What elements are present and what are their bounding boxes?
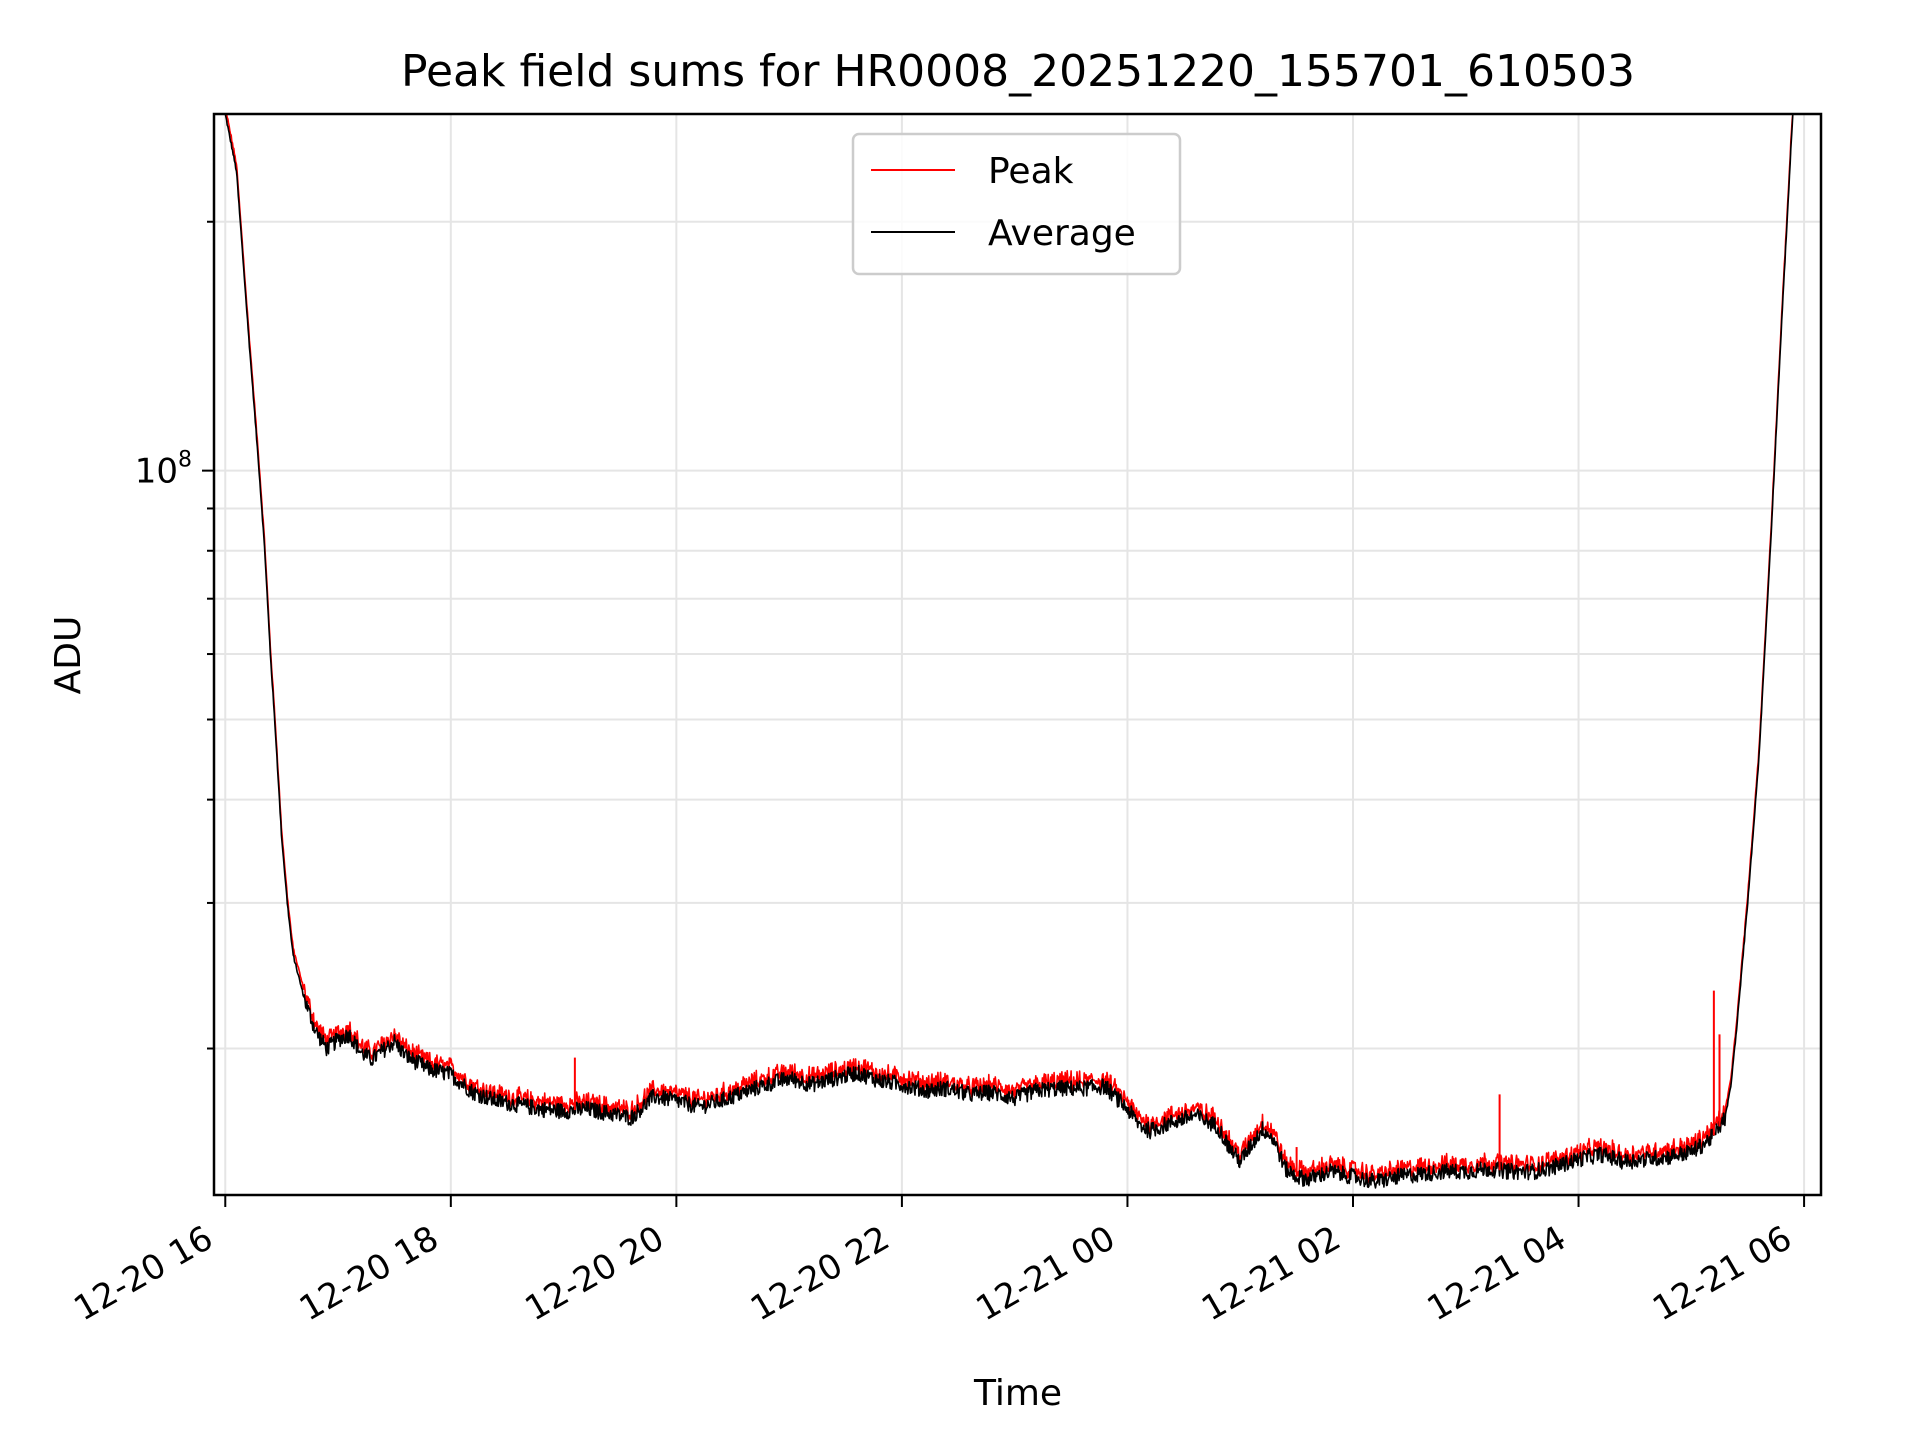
legend-label-average: Average (988, 213, 1136, 254)
x-tick-label: 12-20 16 (67, 1218, 219, 1329)
series-line-peak (225, 113, 1794, 1184)
series-layer (224, 113, 1794, 1189)
y-axis-label: ADU (48, 616, 89, 695)
x-tick-label: 12-20 18 (293, 1218, 445, 1329)
chart-title: Peak field sums for HR0008_20251220_1557… (401, 46, 1635, 97)
x-tick-label: 12-21 04 (1421, 1218, 1573, 1329)
x-axis: 12-20 16 12-20 18 12-20 20 12-20 22 12-21 00… (67, 1195, 1806, 1329)
x-tick-label: 12-20 20 (518, 1218, 670, 1329)
legend: Peak Average (851, 132, 1182, 276)
x-tick-label: 12-20 22 (744, 1218, 896, 1329)
x-tick-label: 12-21 00 (970, 1218, 1122, 1329)
x-axis-label: Time (973, 1373, 1062, 1414)
grid-lines (214, 114, 1821, 1195)
legend-label-peak: Peak (988, 151, 1074, 192)
series-line-average (224, 113, 1794, 1189)
y-tick-label: 108 (135, 448, 192, 492)
y-axis: 108 (135, 220, 214, 1050)
series-spikes-peak (573, 990, 1721, 1177)
x-tick-label: 12-21 06 (1646, 1218, 1798, 1329)
x-tick-label: 12-21 02 (1195, 1218, 1347, 1329)
